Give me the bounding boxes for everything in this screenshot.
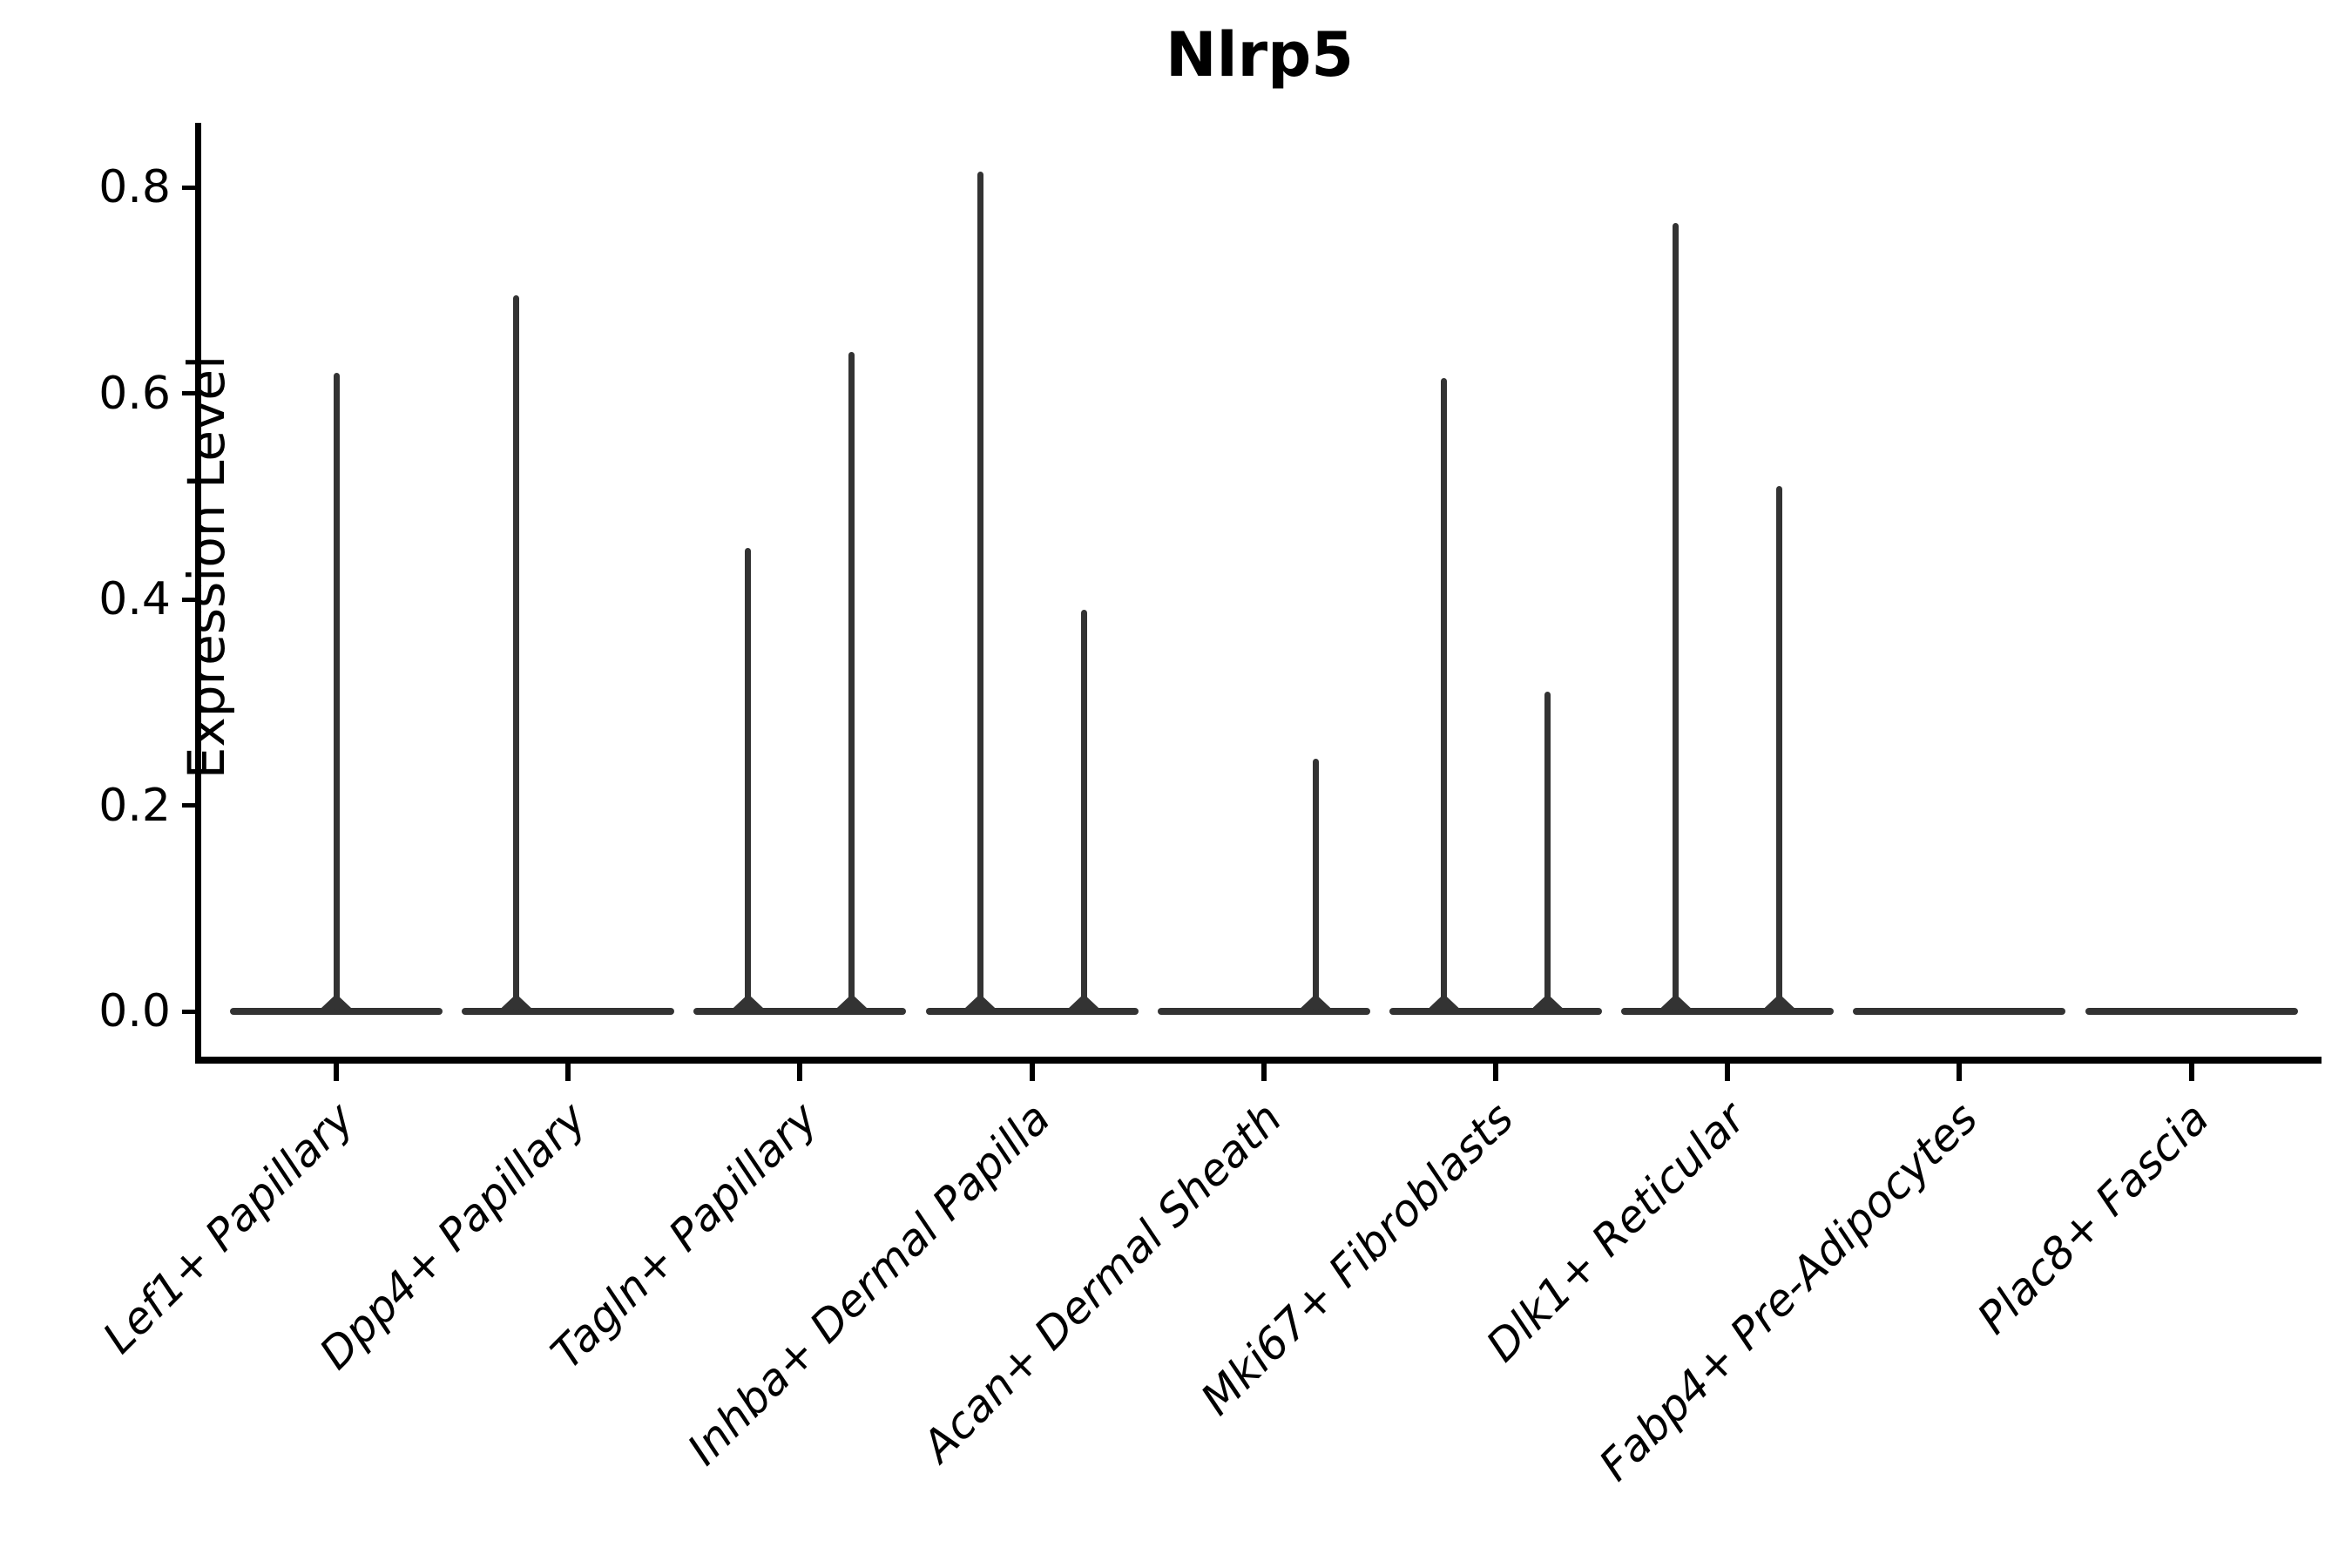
- violin-spike: [1312, 759, 1319, 1011]
- x-axis-tick: [1260, 1060, 1267, 1081]
- y-axis-tick: [182, 391, 198, 395]
- violin-spike: [1080, 609, 1087, 1011]
- x-axis-tick: [1725, 1060, 1731, 1081]
- x-axis-tick: [1493, 1060, 1498, 1081]
- violin-spike: [333, 372, 340, 1011]
- violin-zero-base: [230, 1008, 443, 1015]
- y-axis-tick: [182, 803, 198, 808]
- violin-zero-base: [1157, 1008, 1370, 1015]
- x-axis-tick: [1029, 1060, 1035, 1081]
- y-tick-label: 0.8: [98, 161, 171, 213]
- y-tick-label: 0.0: [98, 985, 171, 1037]
- violin-spike: [977, 172, 983, 1011]
- violin-zero-base: [1389, 1008, 1602, 1015]
- violin-spike: [513, 295, 520, 1011]
- violin-spike: [1441, 377, 1447, 1011]
- violin-zero-base: [925, 1008, 1139, 1015]
- x-axis-tick: [565, 1060, 571, 1081]
- y-axis-tick: [182, 1009, 198, 1014]
- y-axis-label: Expression Level: [177, 355, 237, 780]
- y-axis-spine: [195, 123, 201, 1064]
- x-tick-label: Dlk1+ Reticular: [1477, 1092, 1755, 1372]
- x-axis-tick: [797, 1060, 803, 1081]
- y-tick-label: 0.2: [98, 779, 171, 832]
- x-tick-label: Plac8+ Fascia: [1968, 1092, 2220, 1344]
- violin-zero-base: [2085, 1008, 2298, 1015]
- x-axis-tick: [1957, 1060, 1963, 1081]
- y-axis-tick: [182, 185, 198, 190]
- violin-zero-base: [462, 1008, 675, 1015]
- violin-spike: [848, 352, 855, 1011]
- x-tick-label: Fabp4+ Pre-Adipocytes: [1589, 1092, 1988, 1491]
- y-tick-label: 0.6: [98, 367, 171, 420]
- x-axis-tick: [2188, 1060, 2194, 1081]
- violin-zero-base: [1621, 1008, 1835, 1015]
- x-tick-label: Lef1+ Papillary: [93, 1092, 364, 1363]
- x-axis-tick: [334, 1060, 339, 1081]
- x-axis-spine: [195, 1057, 2322, 1064]
- violin-zero-base: [693, 1008, 907, 1015]
- violin-spike: [745, 547, 752, 1011]
- violin-zero-base: [1853, 1008, 2066, 1015]
- violin-spike: [1673, 223, 1680, 1011]
- chart-title: Nlrp5: [1166, 19, 1354, 91]
- y-axis-tick: [182, 597, 198, 602]
- violin-spike: [1544, 692, 1551, 1011]
- y-tick-label: 0.4: [98, 573, 171, 625]
- violin-spike: [1776, 485, 1783, 1011]
